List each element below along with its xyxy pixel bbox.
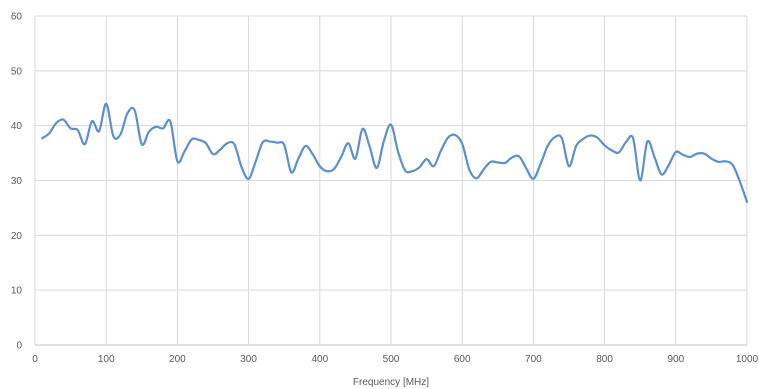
x-tick-label: 600 [454,354,471,365]
x-tick-label: 500 [383,354,400,365]
x-gridlines [34,16,748,345]
x-tick-label: 1000 [736,354,759,365]
series-layer [41,102,749,203]
x-axis-title: Frequency [MHz] [353,377,429,388]
y-tick-label: 10 [11,286,23,297]
y-tick-labels: 0 10 20 30 40 50 60 [11,12,23,352]
y-tick-label: 40 [11,121,23,132]
x-tick-label: 800 [596,354,613,365]
y-tick-label: 50 [11,66,23,77]
y-tick-label: 20 [11,231,23,242]
series-line-0 [41,102,749,203]
y-tick-label: 60 [11,12,23,23]
x-tick-label: 0 [32,354,38,365]
x-tick-label: 100 [98,354,115,365]
x-tick-label: 200 [169,354,186,365]
x-tick-label: 900 [667,354,684,365]
x-tick-labels: 0 100 200 300 400 500 600 700 800 900 1000 [32,354,758,365]
x-tick-label: 300 [240,354,257,365]
x-tick-label: 400 [311,354,328,365]
y-tick-label: 30 [11,176,23,187]
y-tick-label: 0 [16,341,22,352]
x-tick-label: 700 [525,354,542,365]
